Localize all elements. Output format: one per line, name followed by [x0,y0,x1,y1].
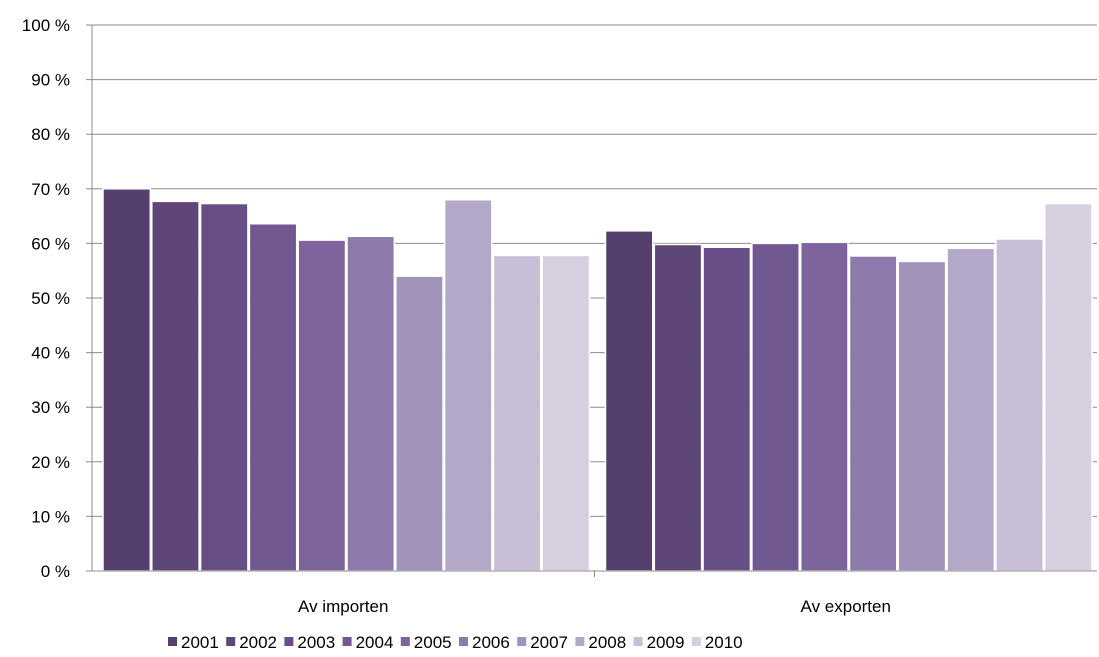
bar-2010-export [1043,202,1093,572]
bar-2004-export [751,242,800,572]
bar-2003-export [702,246,752,572]
legend-swatch-2004 [342,637,352,646]
bar-2006-export [848,255,898,572]
legend-swatch-2008 [575,637,585,646]
bar-2003-import [199,202,249,572]
legend-swatch-2007 [517,637,527,646]
category-label: Av importen [298,597,388,616]
y-tick-label: 90 % [31,71,70,90]
y-tick-labels: 0 % 10 % 20 % 30 % 40 % 50 % 60 % 70 % 80 % 90 % 1… [22,16,70,581]
y-tick-label: 40 % [31,344,70,363]
bar-2009-export [995,238,1044,572]
axes [91,25,1097,572]
bar-2001-export [604,230,654,572]
bar-2002-export [653,243,703,572]
category-labels: Av importen Av exporten [298,597,891,616]
legend-label: 2005 [414,633,452,652]
legend-swatch-2003 [284,637,294,646]
legend-swatch-2002 [226,637,236,646]
legend-swatch-2009 [633,637,643,646]
bar-2006-import [346,235,396,572]
legend-label: 2002 [239,633,277,652]
bar-2007-export [897,260,947,572]
bar-2005-export [799,241,849,572]
bar-2008-import [443,198,493,572]
bar-2009-import [492,254,542,572]
bar-2001-import [102,188,152,572]
bar-2010-import [541,254,591,572]
y-tick-label: 10 % [31,507,70,526]
legend-swatch-2005 [400,637,410,646]
category-label: Av exporten [801,597,891,616]
bar-2004-import [248,222,298,572]
legend: 2001 2002 2003 2004 2005 2006 2007 2008 2009 2010 [168,633,743,652]
legend-label: 2007 [530,633,568,652]
legend-label: 2006 [472,633,510,652]
y-tick-label: 70 % [31,180,70,199]
bar-2005-import [297,239,347,572]
legend-swatch-2010 [691,637,701,646]
y-tick-label: 100 % [22,16,70,35]
legend-label: 2009 [647,633,685,652]
legend-label: 2001 [181,633,219,652]
legend-swatch-2006 [459,637,468,646]
bars [102,188,1093,572]
bar-2002-import [151,200,200,572]
legend-label: 2008 [588,633,626,652]
bar-2008-export [946,247,996,572]
y-tick-label: 80 % [31,125,70,144]
bar-2007-import [395,275,444,572]
legend-label: 2004 [356,633,394,652]
legend-swatch-2001 [168,637,177,646]
legend-label: 2010 [705,633,743,652]
y-tick-label: 0 % [41,562,70,581]
legend-label: 2003 [297,633,335,652]
y-tick-label: 30 % [31,398,70,417]
y-tick-label: 50 % [31,289,70,308]
y-tick-label: 20 % [31,453,70,472]
y-tick-label: 60 % [31,234,70,253]
